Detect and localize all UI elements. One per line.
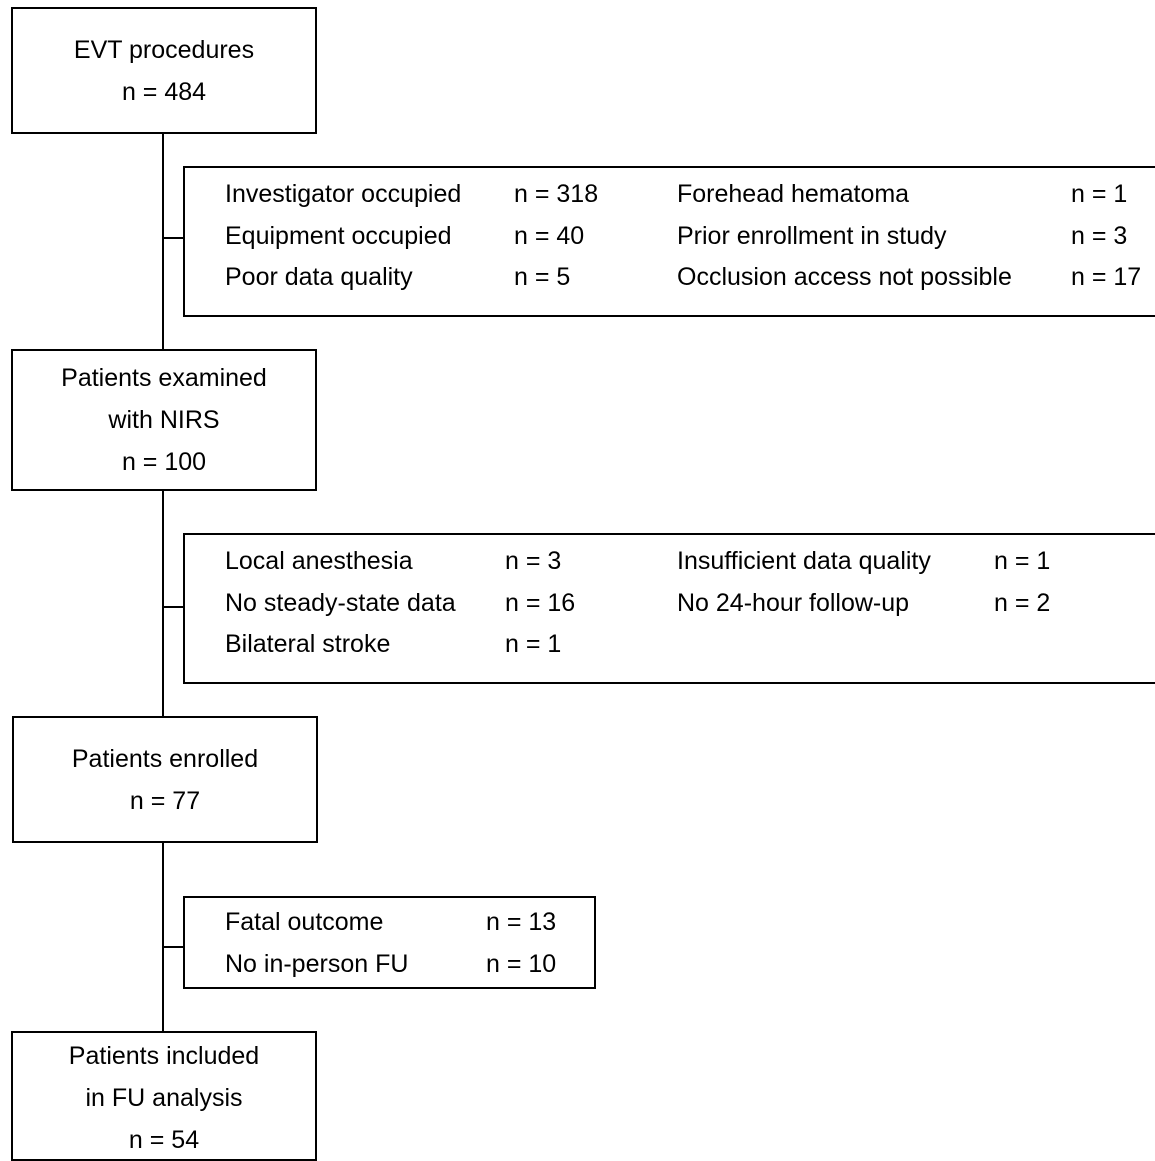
branch-line-1: [162, 237, 184, 239]
exclusion-label: Prior enrollment in study: [677, 222, 947, 250]
exclusion-box-2: Local anesthesia n = 3 No steady-state d…: [183, 533, 1155, 684]
stage-text: in FU analysis: [85, 1084, 243, 1112]
exclusion-label: Bilateral stroke: [225, 630, 391, 658]
exclusion-label: Local anesthesia: [225, 547, 413, 575]
stage-box-patients-enrolled: Patients enrolled n = 77: [12, 716, 318, 843]
exclusion-count: n = 10: [486, 950, 557, 978]
exclusion-count: n = 3: [505, 547, 562, 575]
stage-text: EVT procedures: [73, 35, 255, 64]
exclusion-count: n = 1: [994, 547, 1051, 575]
exclusion-label: No 24-hour follow-up: [677, 589, 910, 617]
exclusion-count: n = 2: [994, 589, 1051, 617]
exclusion-label: Insufficient data quality: [677, 547, 931, 575]
exclusion-box-3: Fatal outcome n = 13 No in-person FU n =…: [183, 896, 596, 989]
exclusion-count: n = 40: [514, 222, 585, 250]
exclusion-label: Fatal outcome: [225, 908, 384, 936]
main-flow-line: [162, 132, 164, 1032]
exclusion-count: n = 3: [1071, 222, 1128, 250]
exclusion-label: Investigator occupied: [225, 180, 462, 208]
exclusion-label: No steady-state data: [225, 589, 456, 617]
exclusion-label: No in-person FU: [225, 950, 409, 978]
stage-count: n = 77: [129, 786, 201, 815]
exclusion-count: n = 1: [1071, 180, 1128, 208]
stage-text: Patients enrolled: [71, 744, 259, 773]
exclusion-label: Forehead hematoma: [677, 180, 910, 208]
exclusion-box-1: Investigator occupied n = 318 Equipment …: [183, 166, 1155, 317]
exclusion-count: n = 16: [505, 589, 576, 617]
stage-text: Patients examined: [61, 364, 267, 392]
stage-box-patients-included: Patients included in FU analysis n = 54: [11, 1031, 317, 1161]
stage-count: n = 54: [128, 1126, 200, 1154]
exclusion-label: Equipment occupied: [225, 222, 452, 250]
stage-text: Patients included: [68, 1042, 260, 1070]
stage-count: n = 484: [121, 77, 207, 106]
exclusion-count: n = 318: [514, 180, 599, 208]
stage-text: with NIRS: [108, 406, 220, 434]
exclusion-count: n = 1: [505, 630, 562, 658]
stage-box-evt-procedures: EVT procedures n = 484: [11, 7, 317, 134]
branch-line-2: [162, 606, 184, 608]
exclusion-count: n = 13: [486, 908, 557, 936]
exclusion-label: Poor data quality: [225, 263, 413, 291]
stage-box-patients-examined: Patients examined with NIRS n = 100: [11, 349, 317, 491]
stage-count: n = 100: [121, 448, 207, 476]
exclusion-count: n = 17: [1071, 263, 1142, 291]
exclusion-count: n = 5: [514, 263, 571, 291]
exclusion-label: Occlusion access not possible: [677, 263, 1012, 291]
branch-line-3: [162, 946, 184, 948]
